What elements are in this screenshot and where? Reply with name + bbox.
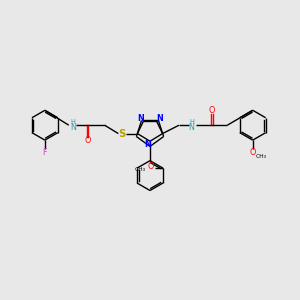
Text: N: N: [144, 140, 151, 149]
Text: O: O: [147, 162, 154, 171]
Text: O: O: [208, 106, 215, 115]
Text: O: O: [250, 148, 256, 157]
Text: F: F: [43, 148, 47, 157]
Text: H: H: [189, 119, 194, 125]
Text: N: N: [189, 122, 194, 131]
Text: N: N: [156, 114, 163, 123]
Text: O: O: [84, 136, 91, 145]
Text: S: S: [118, 129, 126, 139]
Text: H: H: [71, 119, 76, 125]
Text: CH₃: CH₃: [134, 167, 145, 172]
Text: N: N: [138, 114, 144, 123]
Text: CH₃: CH₃: [256, 154, 267, 159]
Text: N: N: [70, 122, 76, 131]
